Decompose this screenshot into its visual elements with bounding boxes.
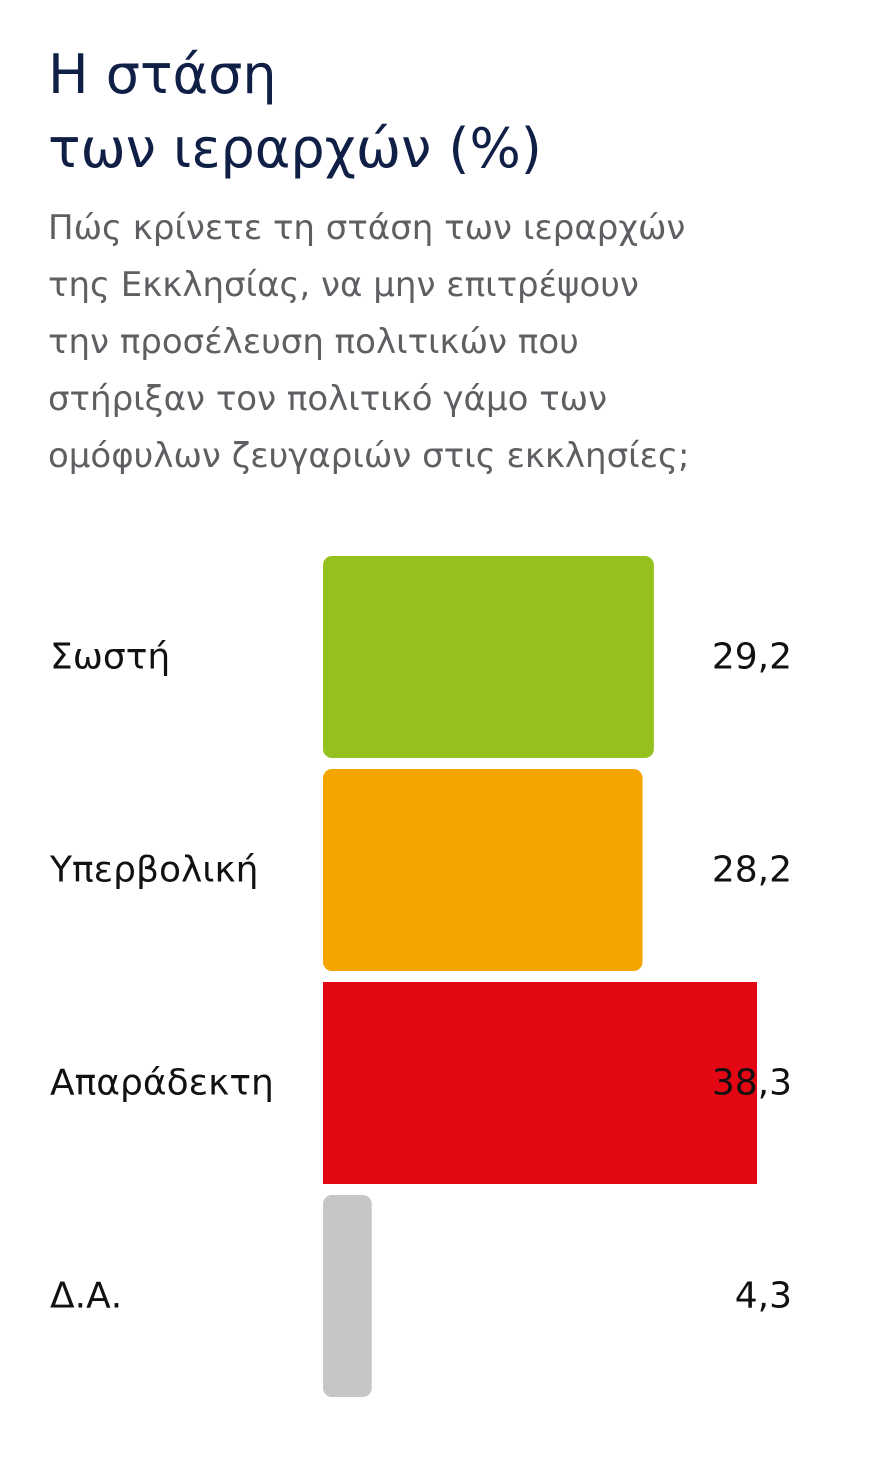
chart-question-line: ομόφυλων ζευγαριών στις εκκλησίες; (48, 436, 690, 476)
category-label: Σωστή (50, 637, 170, 678)
chart-question: Πώς κρίνετε τη στάση των ιεραρχών της Εκ… (48, 200, 848, 485)
chart-question-line: της Εκκλησίας, να μην επιτρέψουν (48, 265, 639, 305)
chart-question-line: την προσέλευση πολιτικών που (48, 322, 579, 362)
value-label: 4,3 (735, 1276, 792, 1317)
chart-title-line: Η στάση (48, 43, 277, 106)
chart-title: Η στάση των ιεραρχών (%) (48, 38, 848, 186)
value-label: 38,3 (712, 1063, 792, 1104)
chart-question-line: Πώς κρίνετε τη στάση των ιεραρχών (48, 208, 686, 248)
chart-title-line: των ιεραρχών (%) (48, 117, 542, 180)
value-label: 28,2 (712, 850, 792, 891)
bar-2 (323, 769, 643, 971)
bar-3 (323, 982, 757, 1184)
value-label: 29,2 (712, 637, 792, 678)
category-label: Απαράδεκτη (50, 1063, 274, 1104)
category-label: Δ.Α. (50, 1276, 122, 1317)
bar-4 (323, 1195, 372, 1397)
chart-question-line: στήριξαν τον πολιτικό γάμο των (48, 379, 608, 419)
category-label: Υπερβολική (49, 850, 259, 891)
bar-1 (323, 556, 654, 758)
